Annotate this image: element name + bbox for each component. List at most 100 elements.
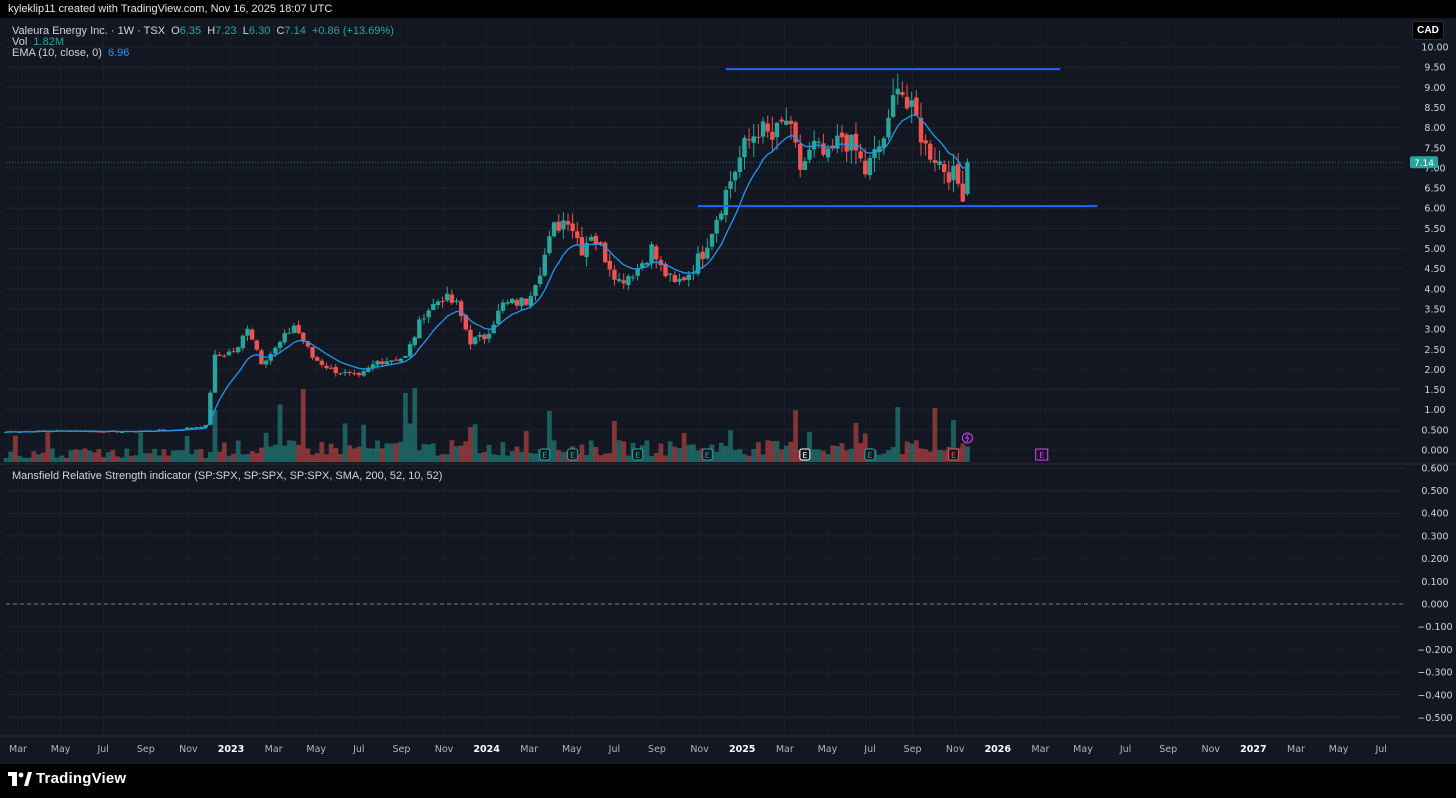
- candle-body: [589, 237, 594, 241]
- indicator-legend[interactable]: Mansfield Relative Strength indicator (S…: [12, 470, 442, 482]
- volume-bar: [356, 446, 362, 462]
- volume-bar: [551, 440, 557, 462]
- volume-bar: [472, 424, 478, 462]
- volume-bar: [310, 454, 315, 462]
- volume-legend[interactable]: Vol 1.82M: [12, 36, 64, 48]
- candle-body: [602, 242, 608, 263]
- candle-body: [965, 162, 970, 195]
- x-axis-label: Jul: [96, 744, 108, 755]
- volume-bar: [821, 450, 826, 462]
- ema-legend[interactable]: EMA (10, close, 0) 6.96: [12, 47, 129, 59]
- candle-body: [468, 329, 473, 345]
- volume-bar: [895, 407, 901, 462]
- candle-body: [547, 236, 552, 254]
- price-axis-label: 2.00: [1424, 365, 1445, 376]
- volume-bar: [407, 423, 413, 462]
- earnings-marker-box: [567, 448, 579, 461]
- volume-bar: [147, 453, 153, 462]
- currency-badge[interactable]: CAD: [1412, 21, 1444, 40]
- earnings-marker-label: E: [570, 451, 575, 460]
- volume-bar: [444, 454, 450, 462]
- candle-body: [876, 146, 882, 153]
- candle-body: [723, 190, 729, 216]
- change-value: +0.86 (+13.69%): [311, 25, 394, 37]
- candle-body: [732, 172, 738, 181]
- candle-body: [412, 337, 417, 346]
- volume-bar: [523, 430, 529, 462]
- volume-bar: [59, 455, 65, 462]
- volume-bar: [430, 443, 436, 462]
- volume-bar: [17, 455, 23, 462]
- candle-body: [774, 122, 780, 138]
- candle-body: [528, 296, 534, 307]
- volume-bar: [440, 454, 445, 462]
- price-axis-label: 0.500: [1421, 425, 1448, 436]
- x-axis-label: Mar: [265, 744, 283, 755]
- volume-bar: [91, 452, 97, 462]
- candle-body: [946, 172, 952, 183]
- volume-bar: [607, 452, 613, 462]
- future-earnings-box: [1035, 448, 1049, 461]
- price-axis-label: 0.000: [1421, 446, 1448, 457]
- volume-bar: [500, 442, 506, 462]
- candle-body: [835, 135, 840, 149]
- candle-body: [951, 165, 956, 181]
- candle-body: [770, 131, 775, 140]
- chart-frame[interactable]: [0, 18, 1456, 764]
- price-axis-label: 2.50: [1424, 345, 1445, 356]
- candle-body: [273, 347, 278, 354]
- symbol-legend[interactable]: Valeura Energy Inc. · 1W · TSX O6.35 H7.…: [12, 25, 394, 37]
- candle-body: [231, 351, 236, 353]
- volume-bar: [937, 449, 942, 462]
- volume-bar: [365, 448, 371, 462]
- volume-bar: [26, 457, 32, 462]
- x-axis-label: Nov: [690, 744, 709, 755]
- x-axis-label: Jul: [863, 744, 875, 755]
- ema-value: 6.96: [108, 47, 130, 59]
- candle-body: [900, 92, 905, 96]
- candle-body: [431, 303, 436, 311]
- candle-body: [198, 427, 204, 429]
- volume-bar: [793, 410, 798, 462]
- volume-bar: [923, 449, 929, 462]
- volume-bar: [556, 450, 562, 462]
- rs-axis-label: −0.400: [1417, 690, 1452, 701]
- low-value: 6.30: [248, 25, 271, 37]
- candle-body: [472, 337, 478, 344]
- volume-bar: [212, 409, 218, 462]
- volume-bar: [77, 449, 83, 462]
- volume-bar: [505, 455, 511, 462]
- symbol-name: Valeura Energy Inc. · 1W · TSX: [12, 25, 166, 37]
- candle-body: [236, 347, 241, 353]
- candle-body: [872, 149, 877, 159]
- volume-bar: [653, 453, 659, 462]
- candle-body: [598, 242, 603, 244]
- candle-body: [737, 157, 743, 172]
- tradingview-logo[interactable]: TradingView: [8, 770, 126, 787]
- candle-body: [667, 273, 673, 275]
- earnings-marker-label: E: [802, 451, 807, 460]
- candle-body: [477, 334, 482, 337]
- candle-body: [825, 148, 831, 158]
- volume-bar: [533, 453, 538, 462]
- price-axis-label: 7.50: [1424, 143, 1445, 154]
- volume-bar: [249, 450, 255, 462]
- candle-body: [370, 364, 376, 369]
- volume-bar: [965, 446, 970, 462]
- x-axis-label: 2025: [729, 744, 755, 755]
- candle-body: [626, 276, 631, 286]
- x-axis-label: May: [818, 744, 838, 755]
- volume-bar: [732, 450, 738, 462]
- candle-body: [932, 160, 938, 163]
- volume-bar: [751, 449, 757, 462]
- volume-bar: [584, 455, 589, 462]
- rs-axis-label: 0.600: [1421, 463, 1448, 474]
- x-axis-label: Jul: [352, 744, 364, 755]
- candle-body: [923, 140, 928, 144]
- volume-bar: [138, 432, 144, 462]
- candle-body: [3, 431, 9, 433]
- volume-bar: [830, 445, 836, 462]
- x-axis-label: Nov: [1202, 744, 1221, 755]
- footer: [0, 764, 1456, 798]
